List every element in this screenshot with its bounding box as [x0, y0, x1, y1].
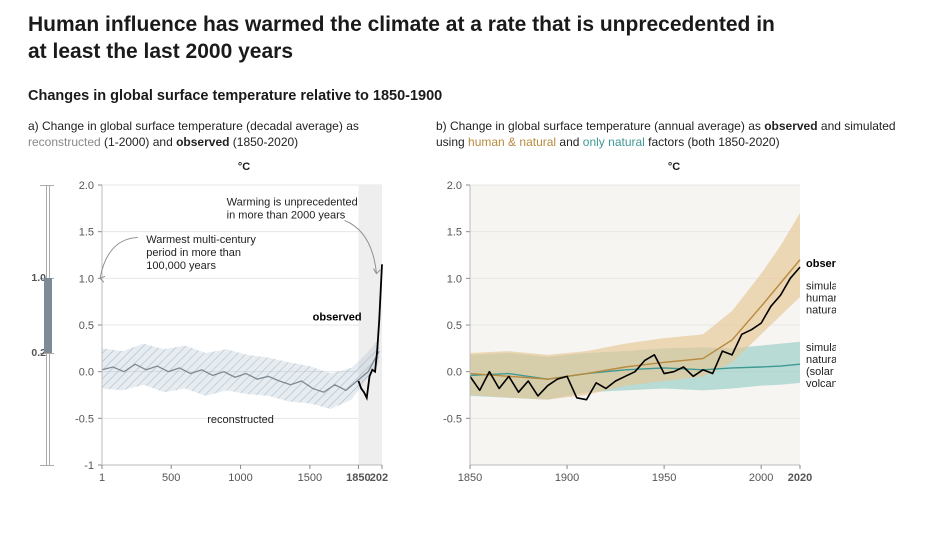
- svg-text:simulatedhuman &natural: simulatedhuman &natural: [806, 280, 836, 316]
- svg-text:observed: observed: [806, 258, 836, 270]
- svg-text:2020: 2020: [370, 472, 388, 484]
- subtitle: Changes in global surface temperature re…: [28, 88, 900, 104]
- panel-a-ylabel: °C: [80, 161, 408, 173]
- panel-a: a) Change in global surface temperature …: [28, 118, 408, 504]
- panel-b: b) Change in global surface temperature …: [436, 118, 896, 504]
- panel-b-chart: -0.5 0.0 0.5 1.0 1.5 2.0 1850 1900 1950 2000 2020 o…: [436, 175, 836, 499]
- svg-text:1: 1: [99, 472, 105, 484]
- svg-text:1.5: 1.5: [79, 227, 94, 239]
- svg-text:-1: -1: [84, 460, 94, 472]
- svg-text:0.0: 0.0: [447, 367, 462, 379]
- svg-text:1.5: 1.5: [447, 227, 462, 239]
- svg-text:1850: 1850: [458, 472, 482, 484]
- svg-text:2020: 2020: [788, 472, 812, 484]
- svg-text:-0.5: -0.5: [75, 413, 94, 425]
- main-title: Human influence has warmed the climate a…: [28, 12, 788, 66]
- panel-b-caption: b) Change in global surface temperature …: [436, 118, 896, 151]
- svg-text:simulatednatural only(solar &v: simulatednatural only(solar &volcanic): [806, 342, 836, 390]
- panel-a-range-bar: 1.00.2: [28, 175, 68, 475]
- panel-a-caption: a) Change in global surface temperature …: [28, 118, 408, 151]
- svg-text:reconstructed: reconstructed: [207, 414, 274, 426]
- svg-text:1.0: 1.0: [79, 273, 94, 285]
- svg-text:500: 500: [162, 472, 180, 484]
- svg-text:0.5: 0.5: [447, 320, 462, 332]
- svg-text:1900: 1900: [555, 472, 579, 484]
- panels-row: a) Change in global surface temperature …: [28, 118, 900, 504]
- svg-text:0.0: 0.0: [79, 367, 94, 379]
- svg-text:1500: 1500: [298, 472, 322, 484]
- svg-text:2.0: 2.0: [79, 180, 94, 192]
- svg-text:1850: 1850: [346, 472, 370, 484]
- svg-text:1950: 1950: [652, 472, 676, 484]
- svg-text:Warming is unprecedentedin mor: Warming is unprecedentedin more than 200…: [227, 196, 358, 221]
- svg-text:2000: 2000: [749, 472, 773, 484]
- panel-a-chart: -1-0.50.00.51.01.52.01500100015001850202…: [68, 175, 388, 499]
- svg-text:0.5: 0.5: [79, 320, 94, 332]
- svg-text:-0.5: -0.5: [443, 413, 462, 425]
- svg-text:Warmest multi-centuryperiod in: Warmest multi-centuryperiod in more than…: [146, 234, 256, 272]
- svg-text:observed: observed: [313, 311, 362, 323]
- svg-text:1.0: 1.0: [447, 273, 462, 285]
- panel-b-ylabel: °C: [452, 161, 896, 173]
- svg-text:1000: 1000: [228, 472, 252, 484]
- svg-text:2.0: 2.0: [447, 180, 462, 192]
